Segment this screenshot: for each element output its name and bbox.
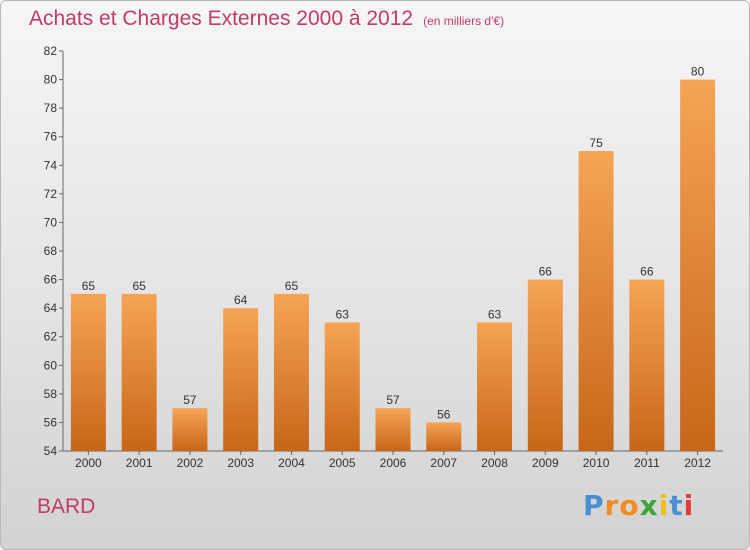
x-tick-label-2008: 2008 — [481, 456, 508, 470]
bar-2007 — [426, 422, 462, 451]
data-label-2006: 57 — [386, 393, 400, 407]
chart-title-block: Achats et Charges Externes 2000 à 2012 (e… — [29, 7, 504, 31]
y-tick-label: 82 — [44, 44, 58, 58]
y-tick-label: 76 — [44, 130, 58, 144]
bar-2012 — [680, 79, 716, 452]
data-label-2008: 63 — [488, 307, 502, 321]
brand-letter: P — [583, 489, 605, 522]
bar-2011 — [629, 279, 665, 451]
bar-2010 — [578, 151, 614, 451]
x-tick-label-2010: 2010 — [583, 456, 610, 470]
x-tick-label-2004: 2004 — [278, 456, 305, 470]
brand-logo: Proxiti — [583, 489, 694, 522]
bar-2002 — [172, 408, 208, 451]
bar-2009 — [527, 279, 563, 451]
data-label-2005: 63 — [336, 307, 350, 321]
x-tick-label-2005: 2005 — [329, 456, 356, 470]
data-label-2011: 66 — [640, 265, 654, 279]
data-label-2001: 65 — [132, 279, 146, 293]
brand-letter: r — [604, 489, 620, 522]
brand-letter: o — [619, 489, 640, 522]
x-tick-label-2002: 2002 — [177, 456, 204, 470]
brand-letter: i — [658, 489, 670, 522]
y-tick-label: 74 — [44, 158, 58, 172]
x-tick-label-2009: 2009 — [532, 456, 559, 470]
data-label-2003: 64 — [234, 293, 248, 307]
y-tick-label: 60 — [44, 358, 58, 372]
data-label-2007: 56 — [437, 407, 451, 421]
data-label-2009: 66 — [539, 265, 553, 279]
brand-letter: t — [669, 489, 684, 522]
y-tick-label: 66 — [44, 273, 58, 287]
data-label-2010: 75 — [589, 136, 603, 150]
brand-letter: i — [683, 489, 695, 522]
y-tick-label: 80 — [44, 73, 58, 87]
y-tick-label: 70 — [44, 215, 58, 229]
y-tick-label: 56 — [44, 415, 58, 429]
data-label-2000: 65 — [82, 279, 96, 293]
chart-title: Achats et Charges Externes 2000 à 2012 — [29, 7, 414, 30]
bar-2005 — [324, 322, 360, 451]
y-tick-label: 68 — [44, 244, 58, 258]
y-tick-label: 64 — [44, 301, 58, 315]
bar-2000 — [70, 293, 106, 451]
x-tick-label-2011: 2011 — [634, 456, 660, 470]
x-tick-label-2006: 2006 — [380, 456, 407, 470]
bar-2003 — [223, 308, 259, 451]
data-label-2004: 65 — [285, 279, 299, 293]
data-label-2002: 57 — [183, 393, 197, 407]
bar-2001 — [121, 293, 157, 451]
x-tick-label-2003: 2003 — [227, 456, 254, 470]
y-tick-label: 72 — [44, 187, 58, 201]
bar-2008 — [477, 322, 513, 451]
y-tick-label: 54 — [44, 444, 58, 458]
x-tick-label-2007: 2007 — [430, 456, 457, 470]
x-tick-label-2001: 2001 — [126, 456, 153, 470]
y-tick-label: 58 — [44, 387, 58, 401]
bar-2006 — [375, 408, 411, 451]
x-tick-label-2000: 2000 — [75, 456, 102, 470]
y-tick-label: 78 — [44, 101, 58, 115]
x-tick-label-2012: 2012 — [684, 456, 711, 470]
brand-letter: x — [639, 489, 659, 522]
y-tick-label: 62 — [44, 330, 58, 344]
data-label-2012: 80 — [691, 65, 705, 79]
chart-subtitle: (en milliers d'€) — [423, 14, 505, 28]
place-name: BARD — [37, 495, 96, 518]
bar-2004 — [273, 293, 309, 451]
